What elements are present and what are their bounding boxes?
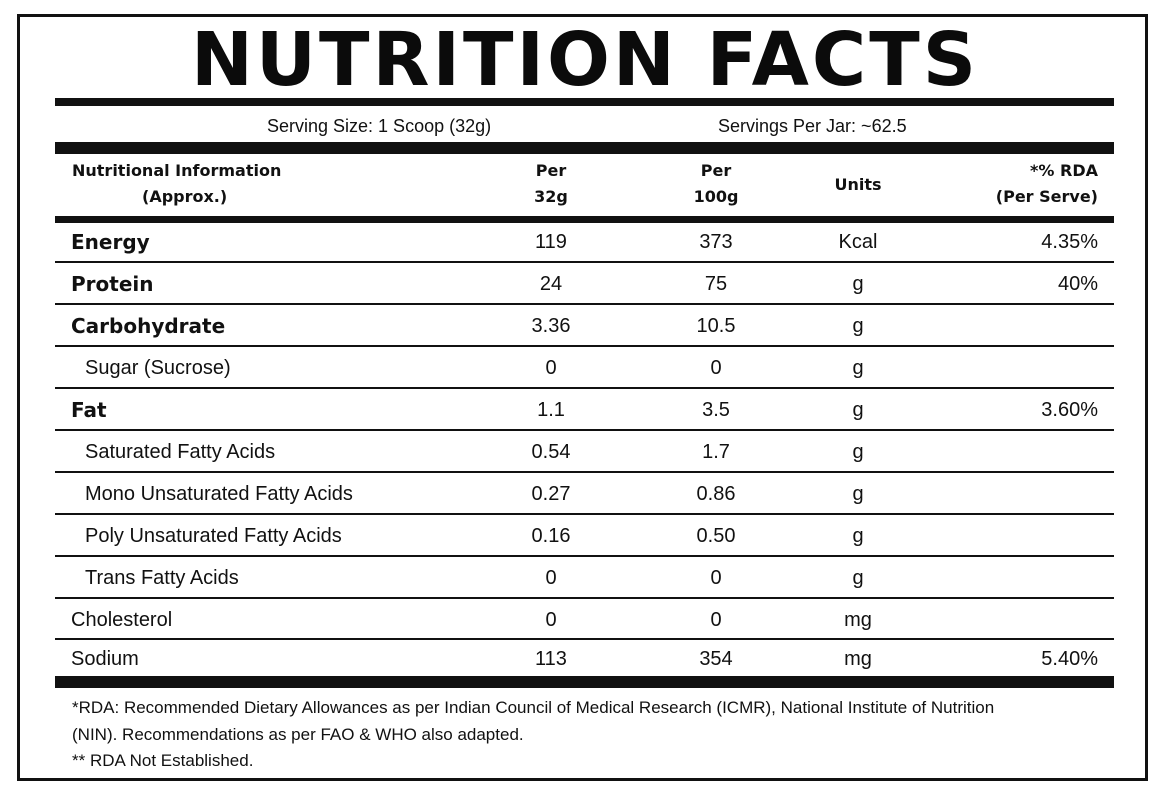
value-per-32g: 0 (501, 557, 601, 599)
unit: mg (808, 599, 908, 641)
serving-size: Serving Size: 1 Scoop (32g) (267, 112, 491, 140)
header-per100-line2: 100g (666, 184, 766, 210)
unit: g (808, 347, 908, 389)
table-row: Fat 1.1 3.5 g 3.60% (55, 389, 1114, 431)
nutrient-name: Sugar (Sucrose) (85, 347, 231, 389)
header-nutrition-line1: Nutritional Information (72, 158, 281, 184)
header-per32-line1: Per (501, 158, 601, 184)
unit: g (808, 389, 908, 431)
unit: g (808, 473, 908, 515)
footnote-rda-definition: *RDA: Recommended Dietary Allowances as … (72, 695, 1072, 721)
page-title: NUTRITION FACTS (0, 20, 1170, 100)
nutrient-name: Poly Unsaturated Fatty Acids (85, 515, 342, 557)
nutrient-name: Saturated Fatty Acids (85, 431, 275, 473)
value-per-32g: 3.36 (501, 305, 601, 347)
table-row: Poly Unsaturated Fatty Acids 0.16 0.50 g (55, 515, 1114, 557)
value-per-32g: 0.54 (501, 431, 601, 473)
value-per-32g: 24 (501, 263, 601, 305)
header-rda-line1: *% RDA (1030, 158, 1098, 184)
table-row: Mono Unsaturated Fatty Acids 0.27 0.86 g (55, 473, 1114, 515)
header-per32-line2: 32g (501, 184, 601, 210)
unit: g (808, 431, 908, 473)
header-rda-line2: (Per Serve) (996, 184, 1098, 210)
unit: mg (808, 638, 908, 680)
rda-percent: 40% (1058, 263, 1098, 305)
table-row: Protein 24 75 g 40% (55, 263, 1114, 305)
table-row: Cholesterol 0 0 mg (55, 599, 1114, 641)
value-per-100g: 0 (666, 599, 766, 641)
nutrient-name: Protein (71, 263, 153, 305)
value-per-32g: 0.16 (501, 515, 601, 557)
value-per-100g: 0 (666, 557, 766, 599)
table-row: Saturated Fatty Acids 0.54 1.7 g (55, 431, 1114, 473)
serving-divider (55, 142, 1114, 154)
unit: g (808, 557, 908, 599)
rda-percent: 4.35% (1041, 221, 1098, 263)
table-row: Sugar (Sucrose) 0 0 g (55, 347, 1114, 389)
header-per100-line1: Per (666, 158, 766, 184)
title-divider (55, 98, 1114, 106)
footnote-rda-not-established: ** RDA Not Established. (72, 748, 1072, 774)
value-per-32g: 113 (501, 638, 601, 680)
footnote-recommendations: (NIN). Recommendations as per FAO & WHO … (72, 722, 1072, 748)
value-per-100g: 0.50 (666, 515, 766, 557)
nutrient-name: Fat (71, 389, 107, 431)
header-units: Units (808, 172, 908, 198)
nutrient-name: Mono Unsaturated Fatty Acids (85, 473, 353, 515)
rda-percent: 3.60% (1041, 389, 1098, 431)
unit: Kcal (808, 221, 908, 263)
value-per-100g: 1.7 (666, 431, 766, 473)
table-row: Trans Fatty Acids 0 0 g (55, 557, 1114, 599)
nutrient-name: Energy (71, 221, 150, 263)
value-per-100g: 0 (666, 347, 766, 389)
table-row: Sodium 113 354 mg 5.40% (55, 638, 1114, 680)
rda-percent: 5.40% (1041, 638, 1098, 680)
value-per-32g: 0.27 (501, 473, 601, 515)
nutrient-name: Cholesterol (71, 599, 172, 641)
value-per-100g: 10.5 (666, 305, 766, 347)
unit: g (808, 263, 908, 305)
nutrient-name: Trans Fatty Acids (85, 557, 239, 599)
value-per-100g: 3.5 (666, 389, 766, 431)
unit: g (808, 305, 908, 347)
value-per-100g: 354 (666, 638, 766, 680)
value-per-32g: 0 (501, 599, 601, 641)
servings-per-jar: Servings Per Jar: ~62.5 (718, 112, 907, 140)
value-per-100g: 373 (666, 221, 766, 263)
value-per-32g: 1.1 (501, 389, 601, 431)
value-per-100g: 75 (666, 263, 766, 305)
nutrient-name: Carbohydrate (71, 305, 225, 347)
value-per-100g: 0.86 (666, 473, 766, 515)
header-nutrition-line2: (Approx.) (142, 184, 227, 210)
unit: g (808, 515, 908, 557)
table-bottom-divider (55, 676, 1114, 688)
nutrient-name: Sodium (71, 638, 139, 680)
value-per-32g: 0 (501, 347, 601, 389)
value-per-32g: 119 (501, 221, 601, 263)
table-row: Energy 119 373 Kcal 4.35% (55, 221, 1114, 263)
table-row: Carbohydrate 3.36 10.5 g (55, 305, 1114, 347)
